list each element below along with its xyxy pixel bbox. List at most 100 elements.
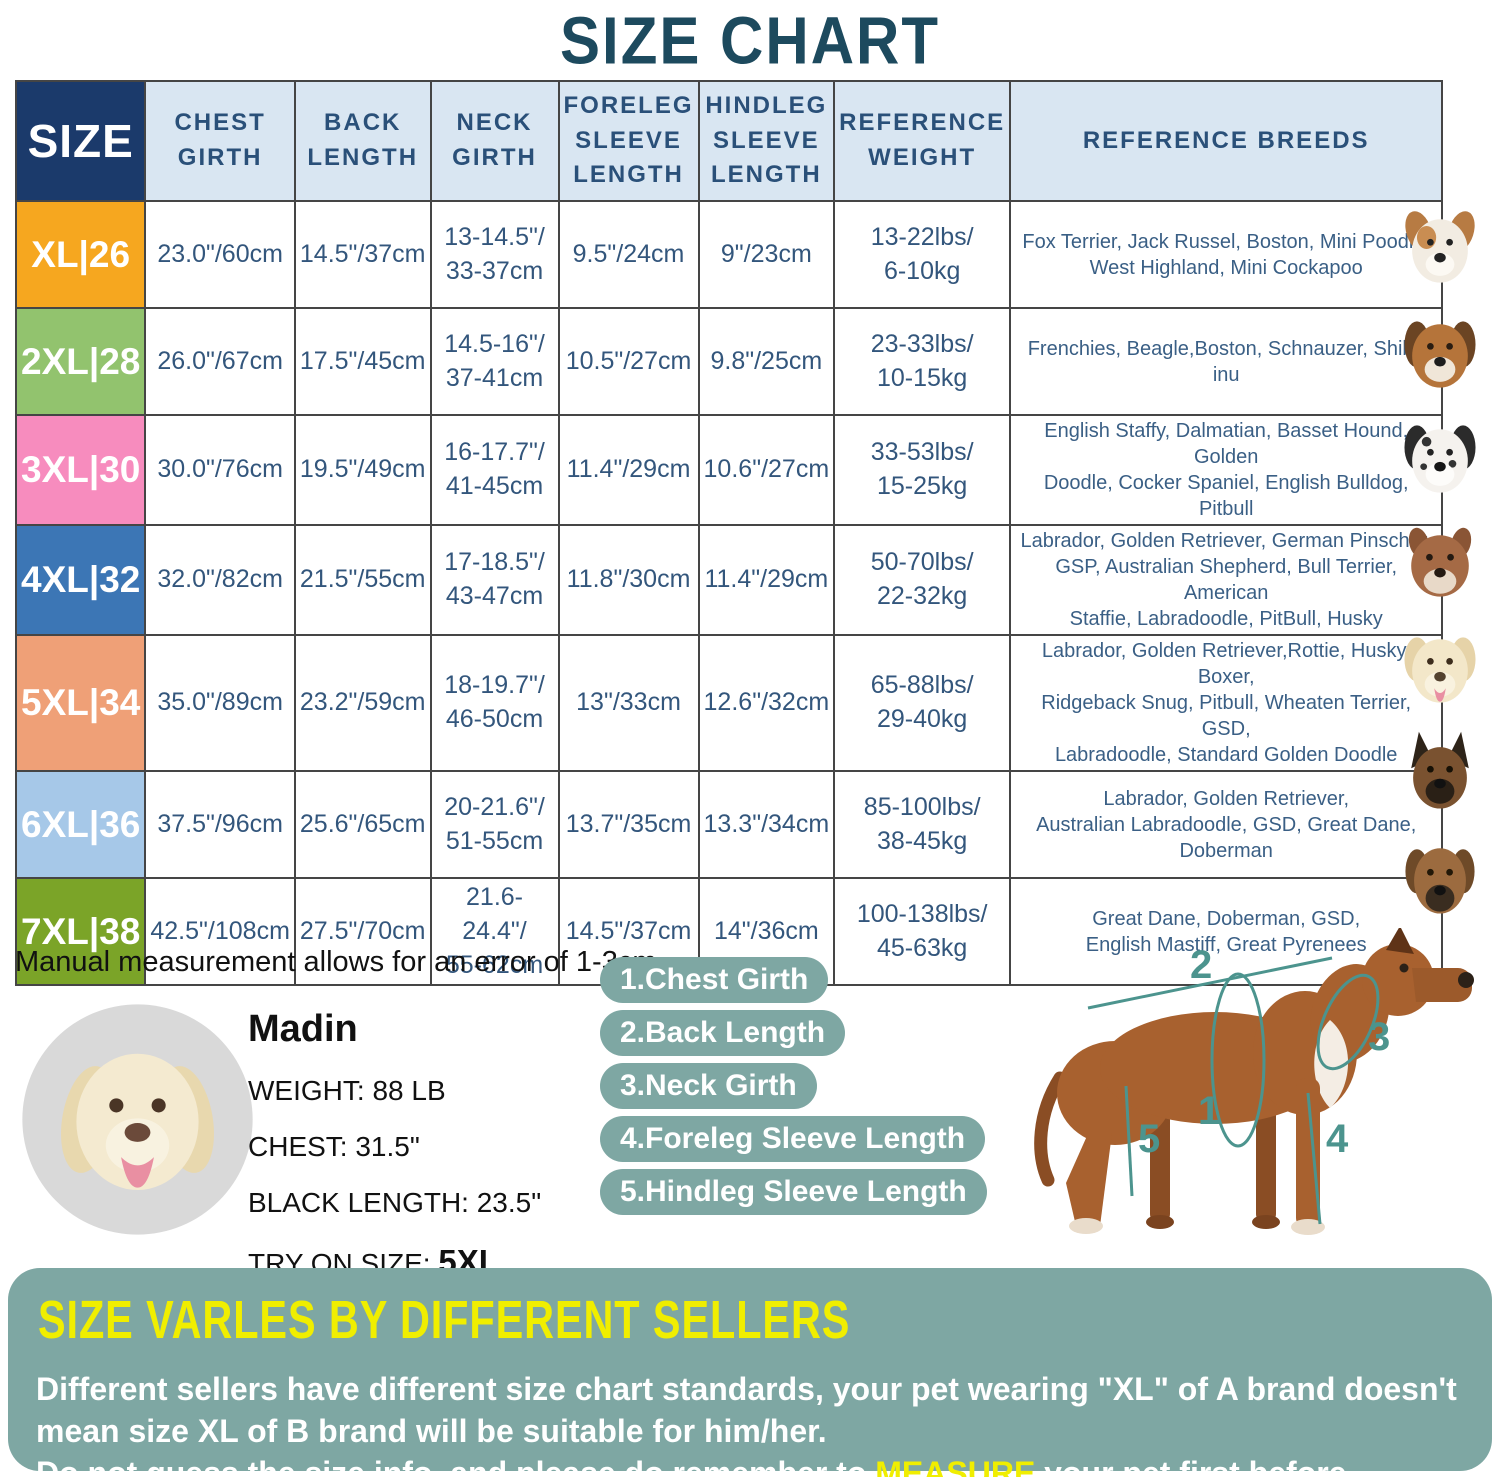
example-dog-info: Madin WEIGHT: 88 LB CHEST: 31.5" BLACK L… xyxy=(248,1000,608,1305)
neck-girth-value: 18-19.7"/ 46-50cm xyxy=(429,634,560,772)
foreleg-sleeve-value: 11.4"/29cm xyxy=(557,414,700,526)
measurement-lines xyxy=(1087,956,1380,1225)
back-length-value: 23.2"/59cm xyxy=(293,634,432,772)
foreleg-sleeve-value: 10.5"/27cm xyxy=(557,307,700,416)
chest-girth-value: 23.0"/60cm xyxy=(144,200,296,309)
neck-girth-value: 16-17.7"/ 41-45cm xyxy=(429,414,560,526)
reference-breeds-value: Frenchies, Beagle,Boston, Schnauzer, Shi… xyxy=(1009,307,1444,416)
legend-foreleg-sleeve: 4.Foreleg Sleeve Length xyxy=(600,1116,986,1162)
size-badge: 5XL|34 xyxy=(14,634,147,772)
table-row: 3XL|30 30.0"/76cm 19.5"/49cm 16-17.7"/ 4… xyxy=(14,414,1444,526)
pitbull-photo xyxy=(1385,511,1495,616)
foreleg-sleeve-value: 13.7"/35cm xyxy=(557,770,700,879)
seller-warning-banner: SIZE VARLES BY DIFFERENT SELLERS Differe… xyxy=(8,1268,1492,1477)
hindleg-sleeve-value: 9.8"/25cm xyxy=(697,307,836,416)
neck-girth-value: 13-14.5"/ 33-37cm xyxy=(429,200,560,309)
chest-girth-value: 30.0"/76cm xyxy=(144,414,296,526)
reference-breeds-value: Labrador, Golden Retriever, Australian L… xyxy=(1009,770,1444,879)
hindleg-sleeve-value: 10.6"/27cm xyxy=(697,414,836,526)
reference-weight-value: 33-53lbs/ 15-25kg xyxy=(833,414,1012,526)
labrador-photo xyxy=(1385,616,1495,721)
size-badge: 7XL|38 xyxy=(14,876,147,987)
table-row: 6XL|36 37.5"/96cm 25.6"/65cm 20-21.6"/ 5… xyxy=(14,770,1444,879)
foreleg-sleeve-value: 9.5"/24cm xyxy=(557,200,700,309)
size-badge: 4XL|32 xyxy=(14,524,147,636)
diagram-label-neck: 3 xyxy=(1368,1015,1390,1059)
legend-back-length: 2.Back Length xyxy=(600,1010,846,1056)
page-title: SIZE CHART xyxy=(560,3,940,79)
reference-weight-value: 13-22lbs/ 6-10kg xyxy=(833,200,1012,309)
legend-hindleg-sleeve: 5.Hindleg Sleeve Length xyxy=(600,1169,987,1215)
size-badge: 6XL|36 xyxy=(14,770,147,879)
reference-weight-value: 50-70lbs/ 22-32kg xyxy=(833,524,1012,636)
table-header-row: SIZE CHEST GIRTH BACK LENGTH NECK GIRTH … xyxy=(14,80,1444,202)
dog-tail xyxy=(1034,1071,1067,1187)
back-length-value: 17.5"/45cm xyxy=(293,307,432,416)
beagle-photo xyxy=(1385,301,1495,406)
size-table: SIZE CHEST GIRTH BACK LENGTH NECK GIRTH … xyxy=(14,80,1444,987)
hindleg-sleeve-value: 9"/23cm xyxy=(697,200,836,309)
header-neck-girth: NECK GIRTH xyxy=(429,80,560,202)
great-dane-photo xyxy=(1385,826,1495,931)
neck-girth-value: 14.5-16"/ 37-41cm xyxy=(429,307,560,416)
hindleg-sleeve-value: 12.6"/32cm xyxy=(697,634,836,772)
table-row: XL|26 23.0"/60cm 14.5"/37cm 13-14.5"/ 33… xyxy=(14,200,1444,309)
example-back-length: BLACK LENGTH: 23.5" xyxy=(248,1187,542,1218)
chest-girth-value: 35.0"/89cm xyxy=(144,634,296,772)
diagram-label-foreleg: 4 xyxy=(1326,1117,1349,1161)
banner-heading: SIZE VARLES BY DIFFERENT SELLERS xyxy=(38,1288,851,1350)
example-weight: WEIGHT: 88 LB xyxy=(248,1075,446,1106)
header-reference-weight: REFERENCE WEIGHT xyxy=(833,80,1012,202)
reference-weight-value: 23-33lbs/ 10-15kg xyxy=(833,307,1012,416)
header-hindleg-sleeve-length: HINDLEG SLEEVE LENGTH xyxy=(697,80,836,202)
example-dog-name: Madin xyxy=(248,1008,358,1050)
neck-girth-value: 20-21.6"/ 51-55cm xyxy=(429,770,560,879)
back-length-value: 21.5"/55cm xyxy=(293,524,432,636)
reference-weight-value: 85-100lbs/ 38-45kg xyxy=(833,770,1012,879)
table-row: 5XL|34 35.0"/89cm 23.2"/59cm 18-19.7"/ 4… xyxy=(14,634,1444,772)
table-row: 4XL|32 32.0"/82cm 21.5"/55cm 17-18.5"/ 4… xyxy=(14,524,1444,636)
header-foreleg-sleeve-length: FORELEG SLEEVE LENGTH xyxy=(557,80,700,202)
legend-neck-girth: 3.Neck Girth xyxy=(600,1063,817,1109)
reference-breeds-value: English Staffy, Dalmatian, Basset Hound,… xyxy=(1009,414,1444,526)
foreleg-sleeve-value: 11.8"/30cm xyxy=(557,524,700,636)
example-chest: CHEST: 31.5" xyxy=(248,1131,420,1162)
chest-girth-value: 42.5"/108cm xyxy=(144,876,296,987)
back-length-value: 27.5"/70cm xyxy=(293,876,432,987)
legend-chest-girth: 1.Chest Girth xyxy=(600,957,829,1003)
hindleg-sleeve-value: 11.4"/29cm xyxy=(697,524,836,636)
diagram-label-chest: 1 xyxy=(1198,1089,1220,1133)
reference-breeds-value: Labrador, Golden Retriever,Rottie, Husky… xyxy=(1009,634,1444,772)
neck-girth-value: 21.6-24.4"/ 55-62cm xyxy=(429,876,560,987)
header-reference-breeds: REFERENCE BREEDS xyxy=(1009,80,1444,202)
german-shepherd-photo xyxy=(1385,721,1495,826)
neck-girth-value: 17-18.5"/ 43-47cm xyxy=(429,524,560,636)
size-badge: 2XL|28 xyxy=(14,307,147,416)
size-badge: 3XL|30 xyxy=(14,414,147,526)
reference-breeds-value: Fox Terrier, Jack Russel, Boston, Mini P… xyxy=(1009,200,1444,309)
banner-paragraph-2: Do not guess the size info, and please d… xyxy=(36,1452,1464,1477)
diagram-label-back: 2 xyxy=(1190,943,1212,987)
banner-line2-after: your pet first before placing order. xyxy=(1044,1455,1347,1477)
banner-line2-before: Do not guess the size info, and please d… xyxy=(36,1455,876,1477)
reference-weight-value: 100-138lbs/ 45-63kg xyxy=(833,876,1012,987)
back-length-value: 14.5"/37cm xyxy=(293,200,432,309)
hindleg-sleeve-value: 13.3"/34cm xyxy=(697,770,836,879)
chest-girth-value: 26.0"/67cm xyxy=(144,307,296,416)
diagram-label-hindleg: 5 xyxy=(1138,1117,1160,1161)
back-length-value: 19.5"/49cm xyxy=(293,414,432,526)
dalmatian-photo xyxy=(1385,406,1495,511)
dog-measurement-diagram: 2 3 1 4 5 xyxy=(1000,926,1480,1268)
reference-breeds-value: Labrador, Golden Retriever, German Pinsc… xyxy=(1009,524,1444,636)
banner-measure-highlight: MEASURE xyxy=(875,1455,1036,1477)
header-back-length: BACK LENGTH xyxy=(293,80,432,202)
chest-girth-value: 32.0"/82cm xyxy=(144,524,296,636)
measurement-error-note: Manual measurement allows for an error o… xyxy=(15,946,657,978)
foreleg-sleeve-value: 13"/33cm xyxy=(557,634,700,772)
banner-paragraph-1: Different sellers have different size ch… xyxy=(36,1371,1457,1450)
reference-weight-value: 65-88lbs/ 29-40kg xyxy=(833,634,1012,772)
back-length-value: 25.6"/65cm xyxy=(293,770,432,879)
table-row: 2XL|28 26.0"/67cm 17.5"/45cm 14.5-16"/ 3… xyxy=(14,307,1444,416)
header-size: SIZE xyxy=(14,80,147,202)
